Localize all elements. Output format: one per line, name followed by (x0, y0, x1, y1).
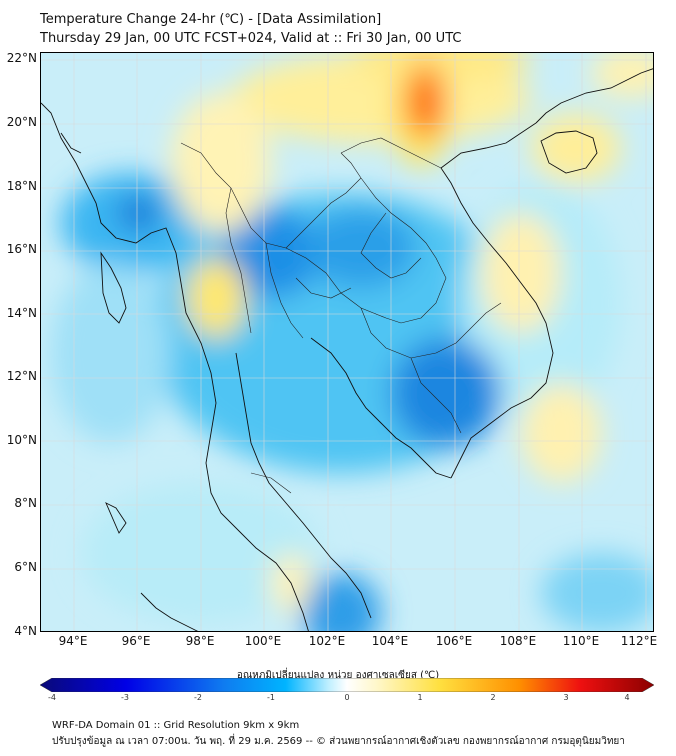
lat-label-10: 10°N (6, 433, 37, 447)
lon-label-98: 98°E (185, 634, 215, 648)
footer-update-info: ปรับปรุงข้อมูล ณ เวลา 07:00น. วัน พฤ. ที… (52, 736, 625, 747)
coastlines (41, 68, 653, 631)
colorbar-gradient (40, 678, 654, 692)
colorbar-tick-4: 4 (624, 693, 630, 702)
lon-label-108: 108°E (499, 634, 537, 648)
lat-label-12: 12°N (6, 369, 37, 383)
lon-label-96: 96°E (121, 634, 151, 648)
footer-model-info: WRF-DA Domain 01 :: Grid Resolution 9km … (52, 720, 300, 731)
map-canvas (41, 53, 653, 631)
country-borders (180, 137, 502, 494)
colorbar-tick-m2: -2 (194, 693, 202, 702)
colorbar-title: อุณหภูมิเปลี่ยนแปลง หน่วย องศาเซลเซียส (… (236, 670, 440, 681)
lon-label-110: 110°E (562, 634, 600, 648)
lat-label-6: 6°N (14, 560, 37, 574)
lon-label-100: 100°E (244, 634, 282, 648)
lat-label-22: 22°N (6, 51, 37, 65)
lon-label-94: 94°E (58, 634, 88, 648)
colorbar-tick-m4: -4 (48, 693, 56, 702)
lat-label-18: 18°N (6, 179, 37, 193)
colorbar-tick-0: 0 (344, 693, 350, 702)
colorbar-tick-1: 1 (417, 693, 423, 702)
map-title: Temperature Change 24-hr (℃) - [Data Ass… (40, 12, 382, 27)
lat-label-8: 8°N (14, 496, 37, 510)
lat-label-4: 4°N (14, 624, 37, 638)
lat-label-16: 16°N (6, 242, 37, 256)
colorbar (40, 678, 654, 692)
colorbar-tick-m1: -1 (267, 693, 275, 702)
temperature-change-map (40, 52, 654, 632)
lat-label-14: 14°N (6, 306, 37, 320)
temperature-field (51, 53, 653, 631)
lon-label-104: 104°E (371, 634, 409, 648)
colorbar-tick-m3: -3 (121, 693, 129, 702)
lon-label-106: 106°E (435, 634, 473, 648)
lat-label-20: 20°N (6, 115, 37, 129)
lon-label-102: 102°E (308, 634, 346, 648)
colorbar-tick-3: 3 (563, 693, 569, 702)
map-subtitle: Thursday 29 Jan, 00 UTC FCST+024, Valid … (40, 31, 462, 46)
lon-label-112: 112°E (620, 634, 658, 648)
colorbar-tick-2: 2 (490, 693, 496, 702)
